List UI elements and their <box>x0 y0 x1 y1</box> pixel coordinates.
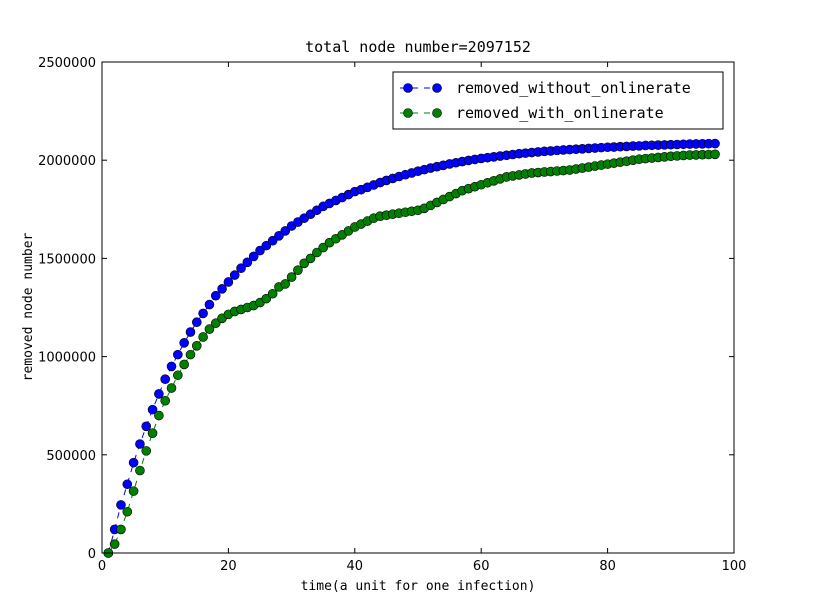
data-point <box>147 428 158 438</box>
series-removed_with_onlinerate <box>103 149 720 558</box>
plot-frame <box>101 61 735 554</box>
series-layer <box>103 138 720 558</box>
data-point <box>154 410 164 421</box>
data-point <box>299 258 310 269</box>
data-point <box>223 277 234 287</box>
legend-marker <box>403 83 413 93</box>
data-point <box>210 290 221 301</box>
series-removed_without_onlinerate <box>103 138 720 558</box>
data-point <box>179 359 189 370</box>
data-point <box>141 421 152 432</box>
chart-title: total node number=2097152 <box>305 38 531 56</box>
data-point <box>135 439 145 449</box>
data-point <box>147 404 158 415</box>
data-point <box>109 539 120 549</box>
legend-label: removed_with_onlinerate <box>456 104 664 122</box>
data-point <box>198 332 208 342</box>
data-point <box>261 293 272 304</box>
data-point <box>217 284 227 294</box>
x-tick-label: 80 <box>599 559 616 574</box>
y-tick-label: 1500000 <box>38 252 96 267</box>
y-tick-label: 2000000 <box>38 154 96 169</box>
y-axis-title: removed node number <box>21 232 36 381</box>
data-point <box>293 265 303 275</box>
legend-label: removed_without_onlinerate <box>456 79 691 97</box>
data-point <box>710 138 720 149</box>
data-point <box>192 317 202 328</box>
legend-box <box>392 71 724 130</box>
data-point <box>116 500 126 510</box>
data-point <box>122 506 133 517</box>
legend: removed_without_onlinerate removed_with_o… <box>392 71 724 130</box>
data-point <box>204 299 215 310</box>
data-point <box>236 263 246 274</box>
data-point <box>255 245 265 256</box>
data-point <box>166 383 177 393</box>
legend-marker <box>432 108 442 118</box>
data-point <box>166 361 177 372</box>
data-point <box>274 231 284 241</box>
data-point <box>128 486 139 496</box>
data-point <box>318 242 329 253</box>
y-tick-label: 2500000 <box>38 56 96 71</box>
data-point <box>267 235 278 246</box>
y-axis: 0 500000 1000000 1500000 2000000 2500000 <box>38 56 734 562</box>
data-point <box>185 327 196 337</box>
data-point <box>122 479 133 490</box>
data-point <box>192 340 202 351</box>
y-tick-label: 500000 <box>46 449 96 464</box>
data-point <box>242 257 253 268</box>
data-point <box>267 288 278 299</box>
data-point <box>261 240 272 251</box>
x-axis-title: time(a unit for one infection) <box>301 579 536 594</box>
data-point <box>128 457 139 468</box>
x-axis: 0 20 40 60 80 100 <box>98 62 747 574</box>
data-point <box>185 349 196 360</box>
legend-marker <box>403 108 413 118</box>
x-tick-label: 60 <box>473 559 490 574</box>
data-point <box>280 226 291 236</box>
data-point <box>280 279 291 289</box>
x-tick-label: 100 <box>722 559 747 574</box>
data-point <box>135 465 145 476</box>
x-tick-label: 40 <box>347 559 364 574</box>
data-point <box>312 247 322 258</box>
legend-item: removed_without_onlinerate <box>400 79 691 97</box>
data-point <box>210 318 221 329</box>
data-point <box>141 446 152 456</box>
y-tick-label: 1000000 <box>38 351 96 366</box>
data-point <box>173 349 183 360</box>
data-point <box>204 324 215 334</box>
x-tick-label: 0 <box>98 559 106 574</box>
data-point <box>173 370 183 381</box>
data-point <box>116 524 126 535</box>
legend-marker <box>432 83 442 93</box>
data-point <box>160 395 170 406</box>
data-point <box>248 251 259 262</box>
data-point <box>305 253 316 264</box>
data-point <box>160 374 170 384</box>
data-point <box>710 149 720 160</box>
y-tick-label: 0 <box>88 547 96 562</box>
x-tick-label: 20 <box>220 559 237 574</box>
legend-item: removed_with_onlinerate <box>400 104 664 122</box>
data-point <box>286 272 297 282</box>
data-point <box>229 270 240 280</box>
data-point <box>154 389 164 399</box>
data-point <box>179 338 189 348</box>
data-point <box>198 308 208 319</box>
